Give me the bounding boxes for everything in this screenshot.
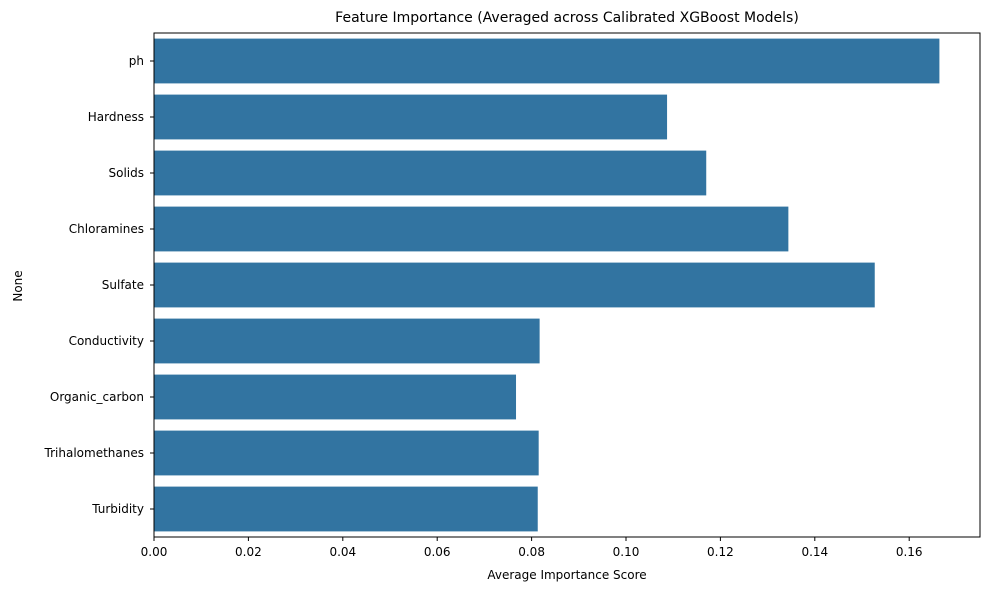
plot-frame	[153, 32, 981, 538]
bar-hardness	[154, 94, 668, 140]
bar-ph	[154, 38, 940, 84]
y-tick-label: Chloramines	[69, 222, 144, 236]
bar-trihalomethanes	[154, 430, 539, 476]
y-tick-label: Solids	[109, 166, 145, 180]
y-tick-label: ph	[129, 54, 144, 68]
x-tick-label: 0.10	[613, 545, 640, 559]
plot-border	[153, 32, 981, 538]
bars-group	[154, 38, 940, 532]
x-axis-ticks: 0.00 0.02 0.04 0.06 0.08 0.10 0.12 0.14 0.16	[141, 537, 923, 559]
y-tick-label: Sulfate	[102, 278, 144, 292]
x-axis-label: Average Importance Score	[487, 568, 646, 582]
y-tick-label: Turbidity	[91, 502, 144, 516]
y-axis-ticks: ph Hardness Solids Chloramines Sulfate Conduc…	[44, 54, 154, 516]
bar-chloramines	[154, 206, 789, 252]
y-tick-label: Hardness	[88, 110, 144, 124]
y-tick-label: Conductivity	[69, 334, 144, 348]
x-tick-label: 0.04	[329, 545, 356, 559]
bar-conductivity	[154, 318, 540, 364]
y-tick-label: Trihalomethanes	[44, 446, 144, 460]
x-tick-label: 0.06	[424, 545, 451, 559]
y-tick-label: Organic_carbon	[50, 390, 144, 404]
x-tick-label: 0.02	[235, 545, 262, 559]
x-tick-label: 0.08	[518, 545, 545, 559]
y-axis-label: None	[11, 270, 25, 301]
x-tick-label: 0.16	[896, 545, 923, 559]
bar-organic-carbon	[154, 374, 517, 420]
bar-sulfate	[154, 262, 875, 308]
bar-solids	[154, 150, 707, 196]
x-tick-label: 0.12	[707, 545, 734, 559]
x-tick-label: 0.14	[801, 545, 828, 559]
x-tick-label: 0.00	[141, 545, 168, 559]
chart-title: Feature Importance (Averaged across Cali…	[335, 10, 799, 26]
bar-turbidity	[154, 486, 538, 532]
